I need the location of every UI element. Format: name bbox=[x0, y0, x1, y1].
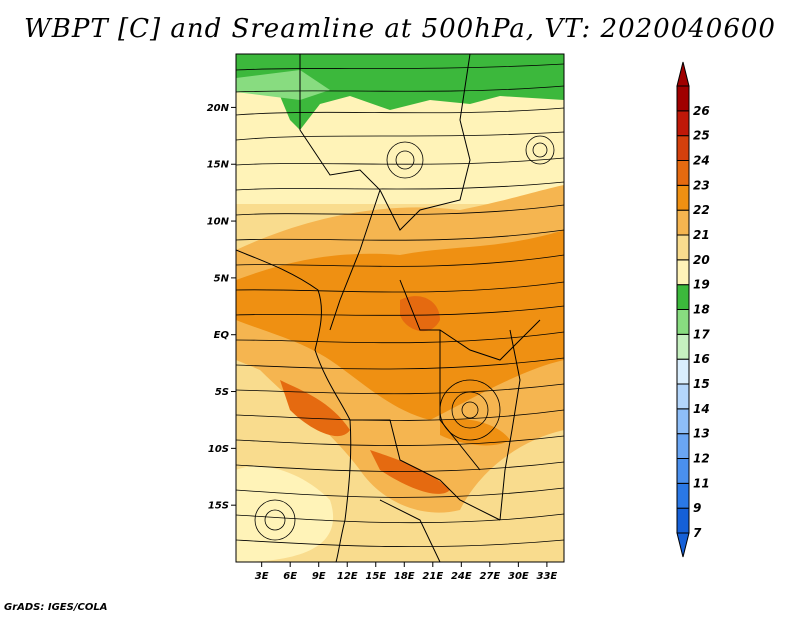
colorbar-swatch bbox=[676, 85, 690, 112]
colorbar-label: 15 bbox=[693, 377, 710, 391]
colorbar-max-arrow bbox=[676, 61, 690, 87]
x-tick-label: 33E bbox=[537, 571, 558, 582]
y-tick-label: 15N bbox=[207, 160, 230, 171]
x-axis: 3E 6E 9E 12E 15E 18E 21E 24E 27E 30E 33E bbox=[255, 562, 558, 582]
colorbar-swatch bbox=[676, 458, 690, 484]
x-tick-label: 24E bbox=[451, 571, 472, 582]
x-tick-label: 30E bbox=[508, 571, 529, 582]
colorbar-swatch bbox=[676, 309, 690, 335]
colorbar-swatch bbox=[676, 135, 690, 162]
x-tick-label: 6E bbox=[283, 571, 297, 582]
colorbar-label: 19 bbox=[693, 278, 710, 292]
colorbar: 7 9 11 12 13 14 15 16 17 18 19 20 21 22 23 24 25 26 bbox=[676, 61, 710, 558]
colorbar-label: 7 bbox=[693, 526, 702, 540]
colorbar-swatch bbox=[676, 184, 690, 211]
y-tick-label: 5S bbox=[215, 387, 229, 398]
colorbar-label: 16 bbox=[693, 352, 710, 366]
colorbar-label: 13 bbox=[693, 427, 710, 441]
colorbar-label: 20 bbox=[693, 253, 710, 267]
x-tick-label: 27E bbox=[479, 571, 500, 582]
y-tick-label: 5N bbox=[214, 273, 230, 284]
x-tick-label: 9E bbox=[312, 571, 326, 582]
colorbar-swatch bbox=[676, 234, 690, 261]
colorbar-swatch bbox=[676, 160, 690, 186]
colorbar-swatch bbox=[676, 333, 690, 360]
colorbar-label: 26 bbox=[693, 104, 710, 118]
colorbar-swatch bbox=[676, 209, 690, 236]
colorbar-swatch bbox=[676, 259, 690, 286]
y-tick-label: EQ bbox=[214, 330, 230, 341]
y-tick-label: 10S bbox=[208, 444, 229, 455]
colorbar-swatch bbox=[676, 383, 690, 410]
colorbar-label: 24 bbox=[693, 154, 710, 168]
colorbar-swatch bbox=[676, 358, 690, 385]
colorbar-swatch bbox=[676, 408, 690, 435]
streamlines bbox=[236, 63, 564, 548]
y-tick-label: 20N bbox=[207, 103, 230, 114]
x-tick-label: 21E bbox=[422, 571, 443, 582]
colorbar-label: 9 bbox=[693, 501, 701, 515]
colorbar-label: 14 bbox=[693, 402, 710, 416]
colorbar-swatch bbox=[676, 433, 690, 459]
colorbar-swatch bbox=[676, 284, 690, 310]
colorbar-label: 23 bbox=[693, 178, 710, 192]
colorbar-min-arrow bbox=[676, 532, 690, 558]
colorbar-label: 21 bbox=[693, 228, 710, 242]
colorbar-label: 11 bbox=[693, 476, 710, 490]
colorbar-label: 25 bbox=[693, 129, 710, 143]
colorbar-label: 22 bbox=[693, 203, 710, 217]
x-tick-label: 18E bbox=[394, 571, 415, 582]
colorbar-swatch bbox=[676, 110, 690, 137]
plot-frame bbox=[235, 53, 565, 563]
colorbar-label: 18 bbox=[693, 303, 710, 317]
x-tick-label: 12E bbox=[337, 571, 358, 582]
colorbar-swatch bbox=[676, 507, 690, 534]
chart-title: WBPT [C] and Sreamline at 500hPa, VT: 20… bbox=[24, 14, 776, 44]
grads-credit: GrADS: IGES/COLA bbox=[4, 602, 108, 613]
x-tick-label: 3E bbox=[255, 571, 269, 582]
wbpt-field bbox=[236, 54, 564, 562]
y-axis: 20N 15N 10N 5N EQ 5S 10S 15S bbox=[207, 103, 236, 512]
colorbar-label: 12 bbox=[693, 452, 710, 466]
coastlines bbox=[236, 54, 541, 562]
colorbar-swatch bbox=[676, 482, 690, 509]
colorbar-label: 17 bbox=[693, 327, 710, 341]
y-tick-label: 10N bbox=[207, 217, 230, 228]
x-tick-label: 15E bbox=[365, 571, 386, 582]
y-tick-label: 15S bbox=[208, 501, 229, 512]
